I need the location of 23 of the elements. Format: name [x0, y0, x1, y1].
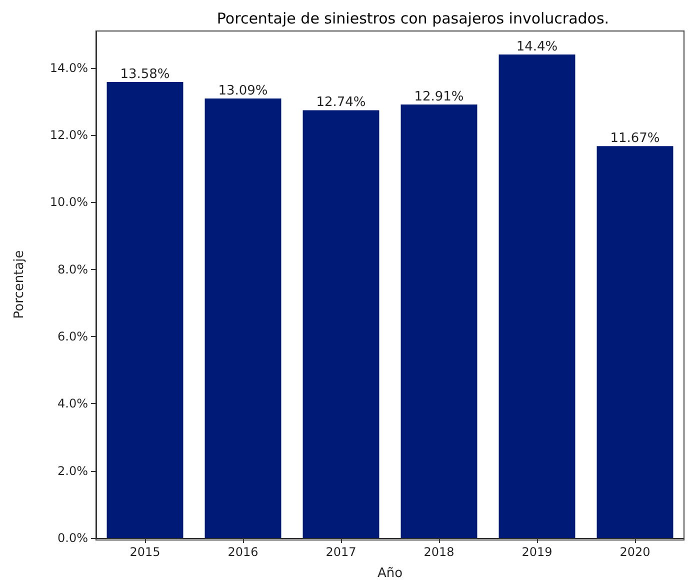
x-axis-title: Año [377, 566, 403, 581]
data-label: 11.67% [610, 131, 660, 146]
y-tick-label: 6.0% [58, 330, 88, 344]
y-axis-title: Porcentaje [12, 250, 27, 319]
data-label: 13.58% [120, 67, 170, 82]
data-label: 12.91% [414, 90, 464, 105]
y-tick-label: 4.0% [58, 396, 88, 411]
x-tick-label: 2016 [228, 545, 258, 559]
x-tick-label: 2020 [620, 545, 650, 559]
y-tick-label: 2.0% [58, 464, 88, 478]
x-tick-label: 2017 [326, 545, 356, 559]
y-tick-label: 0.0% [58, 531, 88, 545]
chart-title: Porcentaje de siniestros con pasajeros involucrados. [216, 10, 610, 28]
y-tick-label: 8.0% [58, 262, 88, 276]
y-tick-label: 14.0% [50, 60, 88, 75]
y-tick-label: 10.0% [50, 195, 88, 210]
x-tick-label: 2018 [424, 545, 454, 559]
x-tick-label: 2015 [130, 545, 160, 559]
data-label: 13.09% [218, 83, 268, 98]
y-tick-label: 12.0% [50, 128, 88, 142]
data-label: 12.74% [316, 95, 366, 110]
data-label: 14.4% [516, 40, 558, 55]
x-tick-label: 2019 [522, 545, 552, 559]
